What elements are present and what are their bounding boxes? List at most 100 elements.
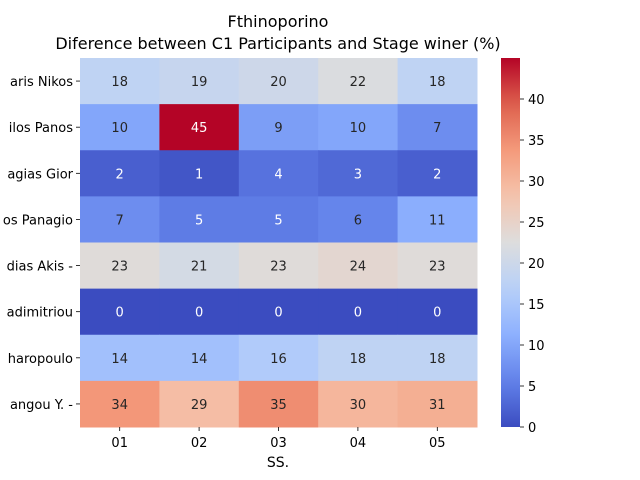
colorbar-tick-label: 5	[528, 380, 536, 395]
cell-value-label: 6	[354, 213, 362, 228]
cell-value-label: 22	[350, 75, 367, 90]
colorbar-tick-label: 40	[528, 93, 545, 108]
colorbar-tick-label: 0	[528, 421, 536, 436]
chart-subtitle: Diference between C1 Participants and St…	[55, 34, 500, 53]
cell-value-label: 2	[116, 167, 124, 182]
colorbar-tick-label: 30	[528, 175, 545, 190]
cell-value-label: 20	[270, 75, 287, 90]
heatmap-cell	[397, 380, 478, 428]
heatmap-cell	[318, 196, 399, 243]
colorbar-tick-label: 25	[528, 216, 545, 231]
cell-value-label: 30	[350, 398, 367, 413]
heatmap-cell	[318, 334, 399, 382]
y-tick-label: dias Akis -	[7, 260, 74, 275]
cell-value-label: 5	[274, 213, 282, 228]
heatmap-cell	[159, 288, 240, 336]
cell-value-label: 23	[429, 260, 446, 275]
heatmap-cell	[318, 104, 399, 151]
heatmap-cell	[159, 334, 240, 382]
heatmap-cell	[80, 334, 160, 382]
cell-value-label: 0	[433, 306, 441, 321]
cell-value-label: 35	[270, 398, 287, 413]
heatmap-cell	[80, 58, 160, 105]
heatmap-cell	[238, 334, 319, 382]
cell-value-label: 24	[350, 260, 367, 275]
colorbar-tick-label: 35	[528, 134, 545, 149]
cell-value-label: 0	[116, 306, 124, 321]
cell-value-label: 0	[195, 306, 203, 321]
cell-value-label: 5	[195, 213, 203, 228]
cell-value-label: 29	[191, 398, 208, 413]
cell-value-label: 18	[350, 352, 367, 367]
cell-value-label: 18	[429, 352, 446, 367]
heatmap-cell	[80, 288, 160, 336]
cell-value-label: 23	[270, 260, 287, 275]
cell-value-label: 11	[429, 213, 446, 228]
y-axis: aris Nikos ilos Panos agias Gior os Panagi…	[3, 75, 80, 413]
y-tick-label: aris Nikos	[10, 75, 73, 90]
heatmap-cell	[238, 196, 319, 243]
cell-value-label: 14	[191, 352, 208, 367]
cell-value-label: 45	[191, 121, 208, 136]
colorbar-ticks: 0 5 10 15 20 25 30 35 40	[520, 93, 545, 436]
heatmap-cell	[238, 242, 319, 290]
x-tick-label: 04	[350, 436, 367, 451]
cell-value-label: 19	[191, 75, 208, 90]
y-tick-label: os Panagio	[3, 213, 73, 228]
cell-value-label: 7	[433, 121, 441, 136]
heatmap-cell	[397, 334, 478, 382]
heatmap-cell	[397, 196, 478, 243]
heatmap-cell	[80, 196, 160, 243]
y-tick-label: angou Y. -	[10, 398, 73, 413]
cell-value-label: 10	[350, 121, 367, 136]
heatmap-cells	[80, 58, 478, 428]
cell-value-label: 7	[116, 213, 124, 228]
cell-value-label: 0	[274, 306, 282, 321]
heatmap-cell	[159, 196, 240, 243]
cell-value-label: 14	[111, 352, 128, 367]
y-tick-label: adimitriou	[7, 306, 73, 321]
heatmap-cell	[397, 288, 478, 336]
cell-value-label: 0	[354, 306, 362, 321]
heatmap-cell	[397, 104, 478, 151]
x-tick-label: 03	[270, 436, 287, 451]
heatmap-cell	[318, 380, 399, 428]
heatmap-cell	[80, 380, 160, 428]
colorbar-tick-label: 20	[528, 257, 545, 272]
heatmap-cell	[159, 380, 240, 428]
cell-value-label: 16	[270, 352, 287, 367]
heatmap-cell	[80, 150, 160, 197]
colorbar	[501, 58, 520, 427]
cell-value-label: 31	[429, 398, 446, 413]
heatmap-cell	[318, 288, 399, 336]
heatmap-cell	[238, 104, 319, 151]
cell-value-label: 10	[111, 121, 128, 136]
heatmap-cell	[318, 58, 399, 105]
x-tick-label: 01	[111, 436, 128, 451]
y-tick-label: agias Gior	[7, 167, 73, 182]
heatmap-cell	[397, 242, 478, 290]
heatmap-cell	[238, 288, 319, 336]
heatmap-cell	[318, 242, 399, 290]
cell-value-label: 34	[111, 398, 128, 413]
cell-value-label: 21	[191, 260, 208, 275]
cell-value-label: 3	[354, 167, 362, 182]
heatmap-cell	[397, 150, 478, 197]
heatmap-cell	[238, 380, 319, 428]
heatmap-cell	[397, 58, 478, 105]
cell-value-label: 9	[274, 121, 282, 136]
heatmap-cell	[159, 58, 240, 105]
heatmap-cell	[80, 104, 160, 151]
x-tick-label: 02	[191, 436, 208, 451]
heatmap-cell	[318, 150, 399, 197]
cell-value-label: 2	[433, 167, 441, 182]
heatmap-cell	[159, 242, 240, 290]
heatmap-cell	[159, 150, 240, 197]
x-axis: 01 02 03 04 05	[111, 427, 446, 451]
cell-value-label: 18	[429, 75, 446, 90]
heatmap-cell	[80, 242, 160, 290]
heatmap-cell	[159, 104, 240, 151]
y-tick-label: haropoulo	[8, 352, 73, 367]
